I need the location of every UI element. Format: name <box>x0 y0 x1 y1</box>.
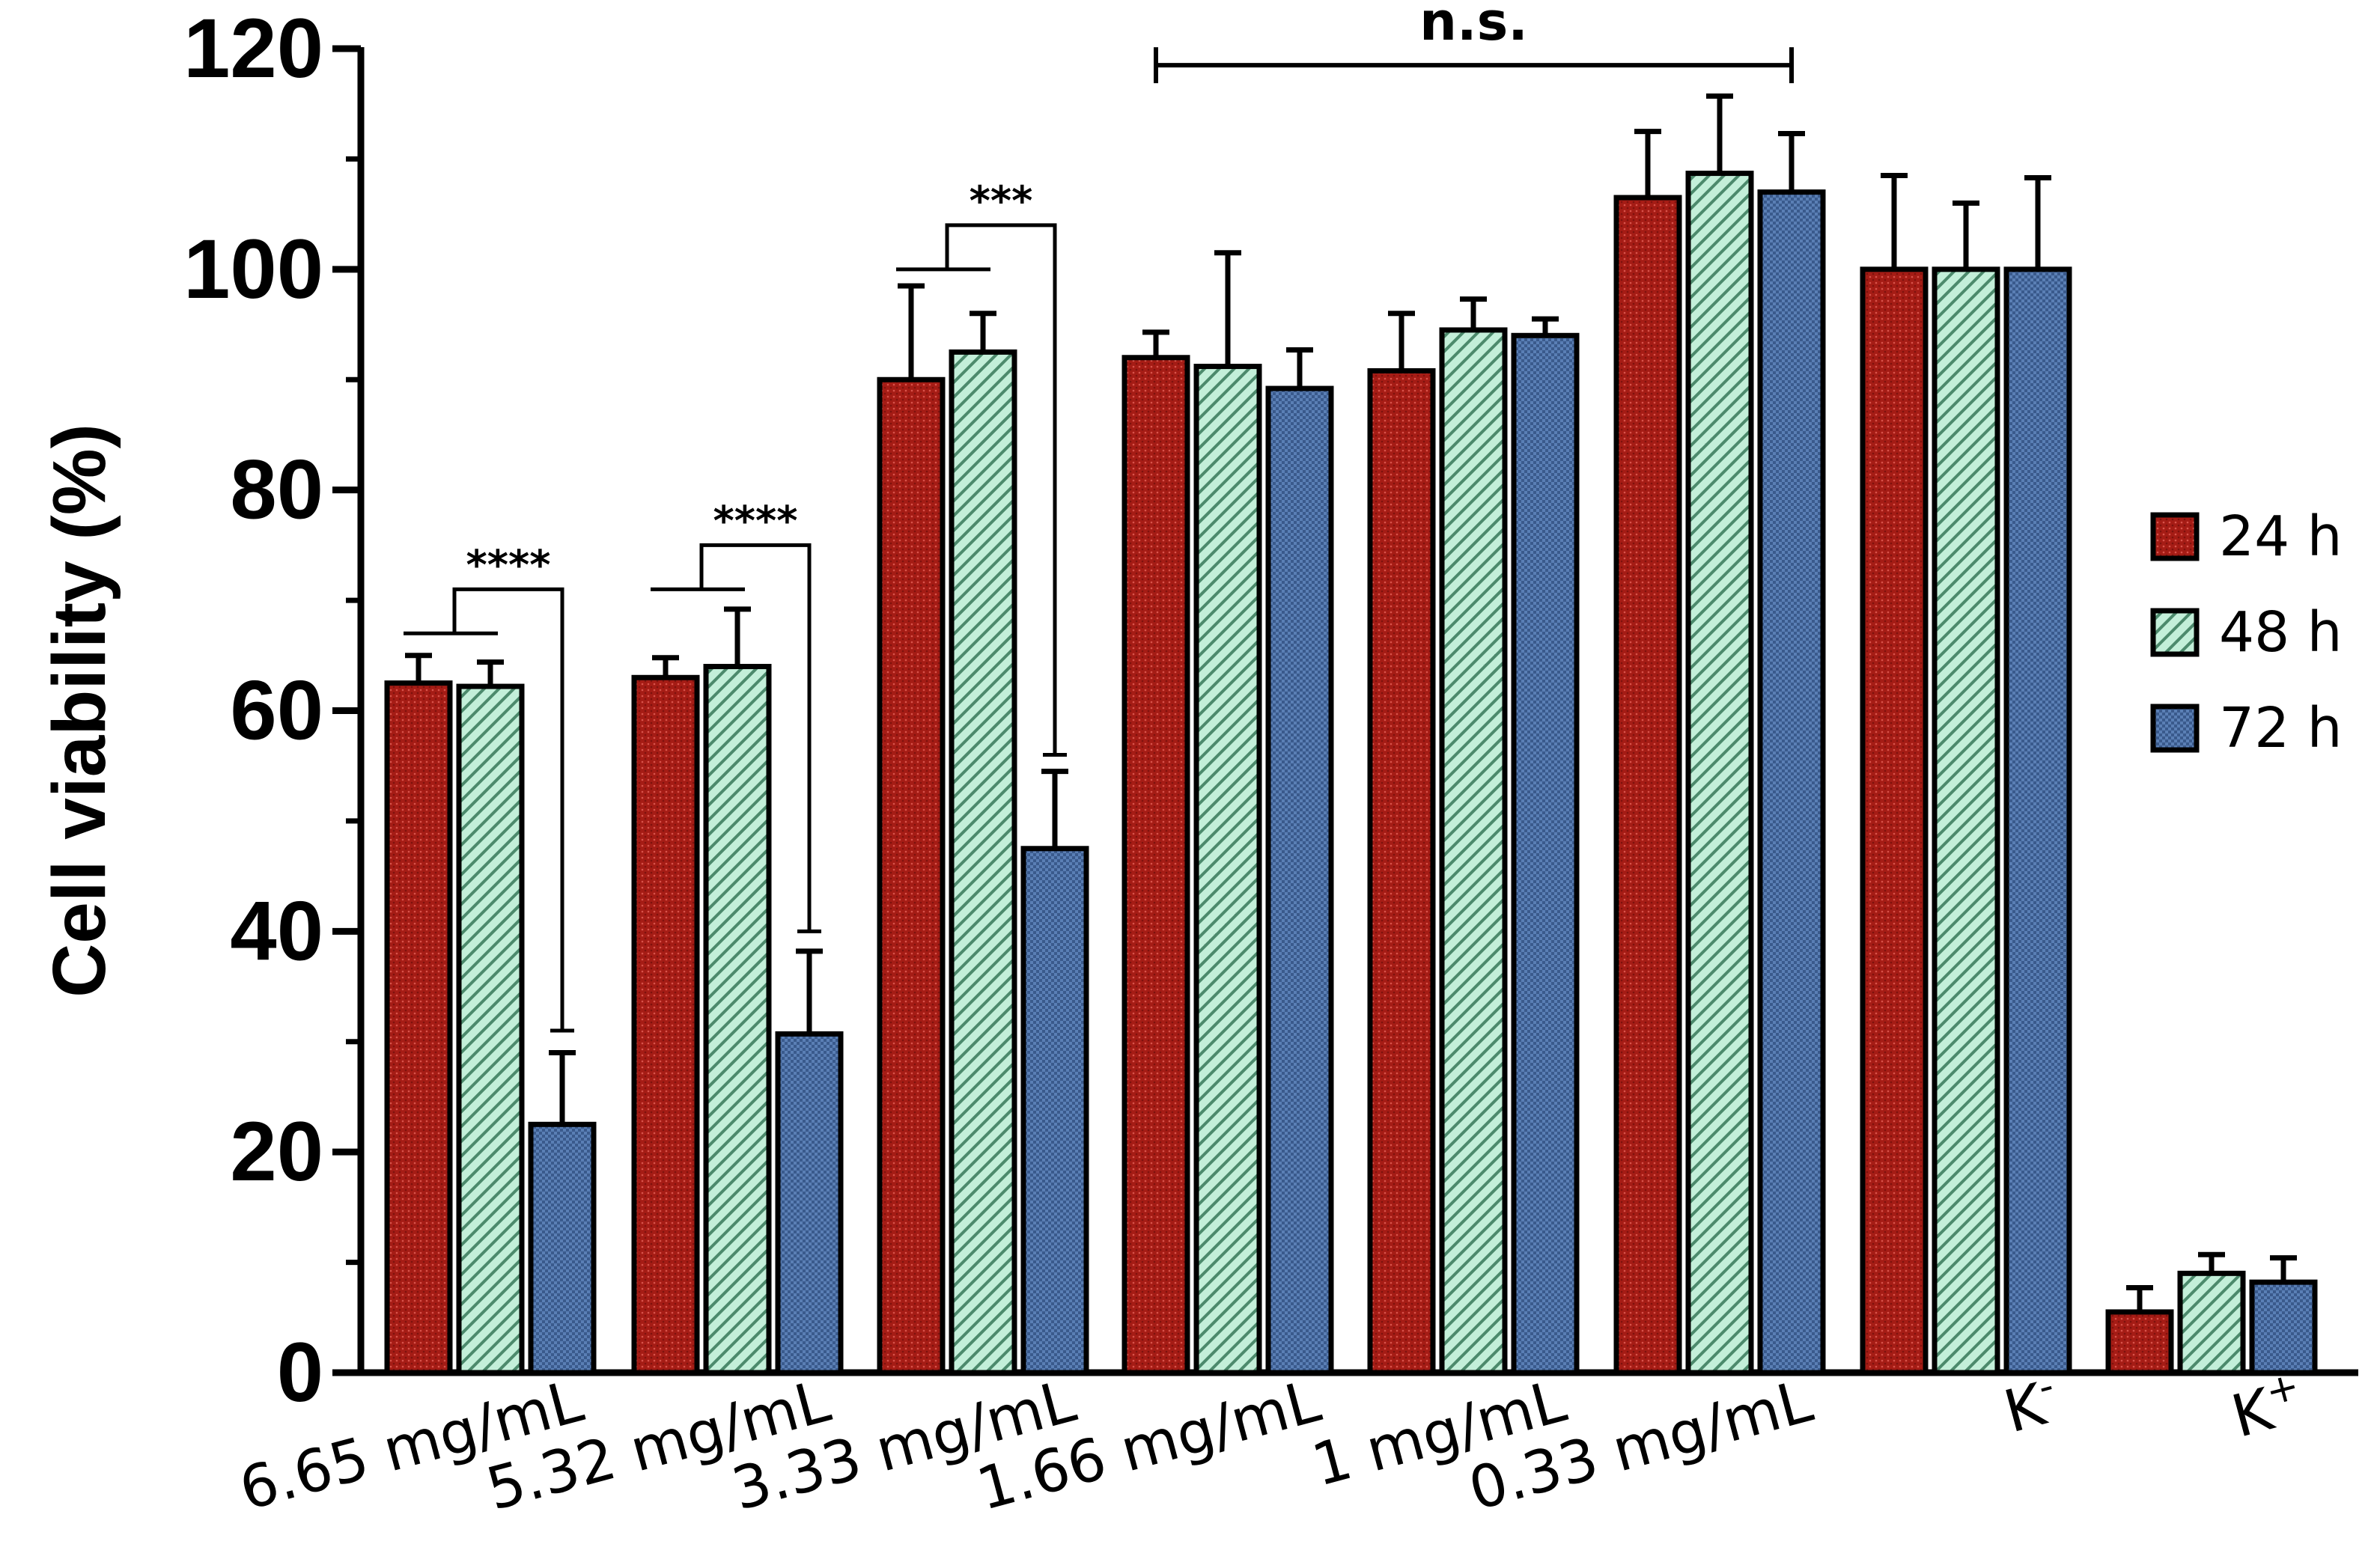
bar-24h-7 <box>2105 1309 2174 1376</box>
bar-24h-5 <box>1613 195 1682 1376</box>
bar-72h-1 <box>775 1031 844 1376</box>
bar-72h-3 <box>1265 385 1334 1376</box>
sig-label: **** <box>466 541 551 588</box>
bar-48h-6 <box>1932 266 2000 1376</box>
y-tick-label: 60 <box>230 664 323 757</box>
legend-label: 72 h <box>2219 696 2343 760</box>
bar-24h-3 <box>1121 355 1190 1376</box>
bar-48h-4 <box>1439 327 1508 1376</box>
bar-72h-2 <box>1020 846 1089 1376</box>
bar-48h-2 <box>949 349 1017 1376</box>
bar-72h-5 <box>1757 189 1826 1376</box>
y-tick-label: 20 <box>230 1105 323 1198</box>
bar-72h-0 <box>528 1121 597 1376</box>
legend-swatch-24h <box>2150 512 2200 561</box>
bar-24h-2 <box>877 376 946 1376</box>
sig-label: *** <box>970 177 1033 225</box>
ns-label: n.s. <box>1419 0 1528 52</box>
sig-bracket <box>699 543 812 932</box>
sig-bracket <box>945 223 1057 755</box>
bar-24h-4 <box>1367 367 1436 1376</box>
bar-48h-7 <box>2177 1270 2246 1376</box>
y-axis-title: Cell viability (%) <box>37 424 121 998</box>
y-tick-label: 40 <box>230 884 323 977</box>
bar-48h-3 <box>1193 364 1262 1376</box>
bar-24h-1 <box>631 674 700 1376</box>
y-tick-label: 80 <box>230 443 323 537</box>
bar-72h-7 <box>2249 1279 2318 1376</box>
y-tick-label: 100 <box>183 222 323 316</box>
legend-swatch-72h <box>2150 704 2200 753</box>
bar-48h-0 <box>456 683 525 1376</box>
bar-48h-5 <box>1685 171 1754 1376</box>
legend-label: 48 h <box>2219 600 2343 665</box>
bar-72h-4 <box>1511 332 1580 1376</box>
y-tick-label: 120 <box>183 1 323 95</box>
bar-24h-0 <box>384 680 453 1376</box>
bar-72h-6 <box>2003 266 2072 1376</box>
bar-48h-1 <box>703 664 772 1376</box>
bar-24h-6 <box>1860 266 1929 1376</box>
x-category-label: K+ <box>2224 1364 2311 1451</box>
y-tick-label: 0 <box>277 1326 323 1419</box>
legend-label: 24 h <box>2219 504 2343 569</box>
sig-label: **** <box>713 497 798 544</box>
legend-swatch-48h <box>2150 608 2200 657</box>
sig-bracket <box>452 587 564 1031</box>
